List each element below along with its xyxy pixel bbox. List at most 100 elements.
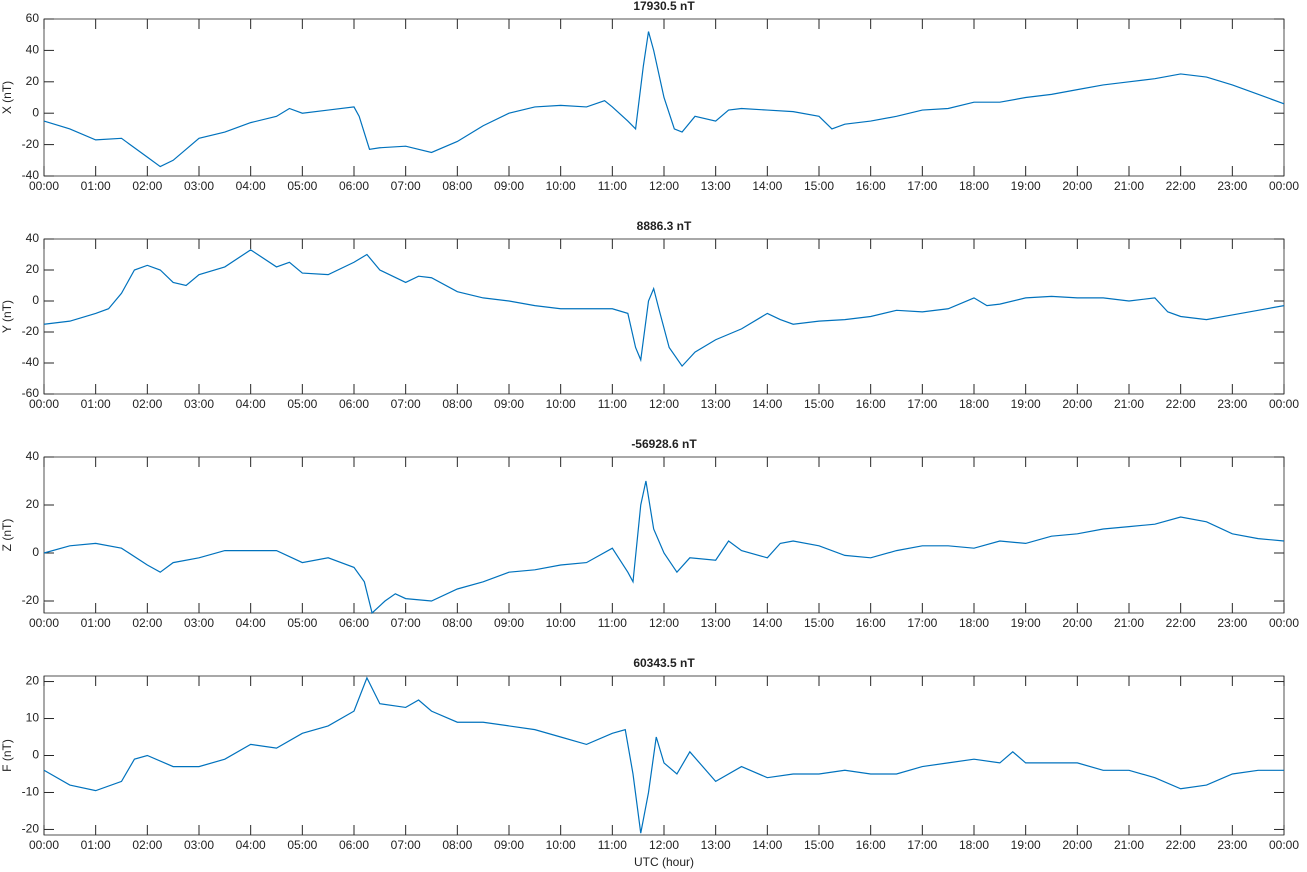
x-tick-label: 12:00	[649, 838, 679, 852]
x-tick-label: 15:00	[804, 616, 834, 630]
x-tick-label: 11:00	[598, 397, 627, 411]
x-tick-label: 13:00	[701, 179, 731, 193]
y-tick-label: 10	[26, 711, 40, 725]
data-line	[43, 249, 1285, 368]
x-tick-label: 23:00	[1217, 838, 1247, 852]
y-tick-label: -40	[22, 168, 40, 182]
x-tick-label: 11:00	[598, 838, 627, 852]
y-tick-label: 0	[32, 293, 39, 307]
x-tick-label: 03:00	[184, 179, 214, 193]
x-tick-label: 05:00	[287, 179, 317, 193]
chart-title: -56928.6 nT	[631, 437, 697, 451]
x-tick-label: 06:00	[339, 397, 369, 411]
x-tick-label: 22:00	[1166, 397, 1196, 411]
x-tick-label: 09:00	[494, 838, 524, 852]
x-tick-label: 09:00	[494, 397, 524, 411]
y-tick-label: 0	[32, 105, 39, 119]
x-tick-label: 16:00	[856, 179, 886, 193]
x-tick-label: 05:00	[287, 397, 317, 411]
x-tick-label: 00:00	[29, 397, 59, 411]
data-line	[43, 480, 1285, 615]
x-tick-label: 19:00	[1011, 179, 1041, 193]
x-tick-label: 16:00	[856, 616, 886, 630]
x-tick-label: 19:00	[1011, 397, 1041, 411]
x-tick-label: 23:00	[1217, 179, 1247, 193]
x-tick-label: 10:00	[546, 616, 576, 630]
data-line	[43, 31, 1285, 168]
x-tick-label: 11:00	[598, 179, 627, 193]
y-tick-label: 60	[26, 11, 40, 25]
y-tick-label: -60	[22, 386, 40, 400]
x-tick-label: 00:00	[29, 616, 59, 630]
y-tick-label: -20	[22, 324, 40, 338]
x-tick-label: 13:00	[701, 397, 731, 411]
x-tick-label: 08:00	[442, 179, 472, 193]
y-tick-label: 0	[32, 748, 39, 762]
x-tick-label: 17:00	[907, 179, 937, 193]
x-tick-label: 19:00	[1011, 838, 1041, 852]
x-tick-label: 00:00	[1269, 616, 1299, 630]
y-tick-label: 20	[26, 497, 40, 511]
x-tick-label: 20:00	[1062, 616, 1092, 630]
x-tick-label: 14:00	[752, 179, 782, 193]
x-tick-label: 00:00	[1269, 838, 1299, 852]
x-tick-label: 00:00	[1269, 397, 1299, 411]
x-axis-label: UTC (hour)	[634, 855, 694, 869]
x-tick-label: 08:00	[442, 838, 472, 852]
axes-box	[43, 675, 1285, 836]
x-tick-label: 04:00	[236, 838, 266, 852]
chart-title: 60343.5 nT	[633, 656, 695, 670]
x-tick-label: 10:00	[546, 179, 576, 193]
x-tick-label: 06:00	[339, 179, 369, 193]
x-tick-label: 12:00	[649, 179, 679, 193]
x-tick-label: 23:00	[1217, 616, 1247, 630]
x-tick-label: 13:00	[701, 616, 731, 630]
x-tick-label: 06:00	[339, 616, 369, 630]
x-tick-label: 03:00	[184, 838, 214, 852]
x-tick-label: 18:00	[959, 616, 989, 630]
x-tick-label: 10:00	[546, 397, 576, 411]
x-tick-label: 21:00	[1114, 616, 1144, 630]
x-tick-label: 18:00	[959, 397, 989, 411]
y-tick-label: 40	[26, 449, 40, 463]
y-tick-label: -20	[22, 593, 40, 607]
x-tick-label: 02:00	[132, 616, 162, 630]
y-tick-label: 20	[26, 74, 40, 88]
x-tick-label: 20:00	[1062, 838, 1092, 852]
x-tick-label: 14:00	[752, 616, 782, 630]
x-tick-label: 21:00	[1114, 179, 1144, 193]
x-tick-label: 15:00	[804, 179, 834, 193]
y-tick-label: 40	[26, 231, 40, 245]
x-tick-label: 07:00	[391, 179, 421, 193]
x-tick-label: 00:00	[29, 179, 59, 193]
x-tick-label: 04:00	[236, 397, 266, 411]
x-tick-label: 17:00	[907, 397, 937, 411]
y-tick-label: -40	[22, 355, 40, 369]
x-tick-label: 22:00	[1166, 179, 1196, 193]
y-axis-label: Z (nT)	[0, 519, 14, 552]
x-tick-label: 01:00	[81, 838, 111, 852]
x-tick-label: 15:00	[804, 397, 834, 411]
x-tick-label: 22:00	[1166, 616, 1196, 630]
axes-box	[43, 456, 1285, 614]
x-tick-label: 07:00	[391, 397, 421, 411]
x-tick-label: 16:00	[856, 397, 886, 411]
x-tick-label: 04:00	[236, 179, 266, 193]
x-tick-label: 09:00	[494, 616, 524, 630]
x-tick-label: 09:00	[494, 179, 524, 193]
y-axis-label: X (nT)	[0, 81, 14, 114]
x-tick-label: 18:00	[959, 838, 989, 852]
x-tick-label: 12:00	[649, 397, 679, 411]
x-tick-label: 01:00	[81, 179, 111, 193]
y-tick-label: -20	[22, 822, 40, 836]
x-tick-label: 07:00	[391, 838, 421, 852]
x-tick-label: 05:00	[287, 616, 317, 630]
x-tick-label: 11:00	[598, 616, 627, 630]
x-tick-label: 15:00	[804, 838, 834, 852]
x-tick-label: 02:00	[132, 397, 162, 411]
x-tick-label: 16:00	[856, 838, 886, 852]
x-tick-label: 02:00	[132, 838, 162, 852]
y-tick-label: 0	[32, 545, 39, 559]
